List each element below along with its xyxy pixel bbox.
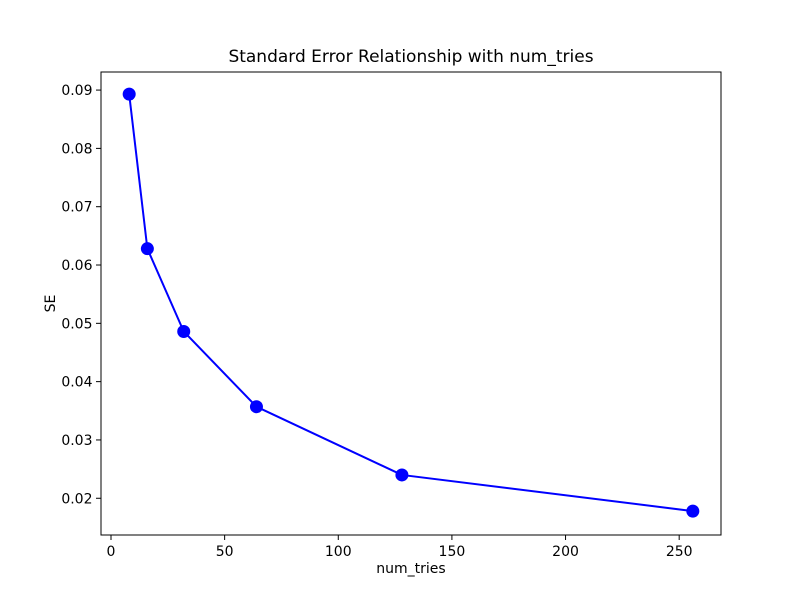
- x-axis-label: num_tries: [376, 561, 445, 577]
- data-point-marker: [140, 242, 154, 256]
- y-tick-label: 0.04: [61, 375, 92, 391]
- y-tick-label: 0.03: [61, 433, 92, 449]
- y-axis-label: SE: [43, 295, 59, 313]
- chart-title: Standard Error Relationship with num_tri…: [228, 47, 593, 67]
- x-tick-label: 250: [666, 544, 693, 560]
- y-tick-label: 0.02: [61, 491, 92, 507]
- x-tick-label: 150: [439, 544, 466, 560]
- plot-area: 0 50 100 150 200 250 0.02 0.03 0.04 0.05 0.06 0.07 0…: [61, 71, 722, 560]
- data-point-marker: [686, 504, 700, 518]
- y-tick-label: 0.07: [61, 200, 92, 216]
- x-tick-label: 50: [216, 544, 234, 560]
- data-point-marker: [177, 324, 191, 338]
- x-tick-label: 0: [107, 544, 116, 560]
- x-tick-label: 200: [552, 544, 579, 560]
- axes-spines: [100, 71, 722, 536]
- x-tick-label: 100: [325, 544, 352, 560]
- y-tick-label: 0.05: [61, 316, 92, 332]
- data-point-marker: [395, 468, 409, 482]
- se-line-series: [128, 93, 694, 513]
- data-point-marker: [122, 87, 136, 101]
- y-tick-label: 0.09: [61, 83, 92, 99]
- y-tick-label: 0.06: [61, 258, 92, 274]
- data-point-marker: [249, 400, 263, 414]
- y-tick-label: 0.08: [61, 141, 92, 157]
